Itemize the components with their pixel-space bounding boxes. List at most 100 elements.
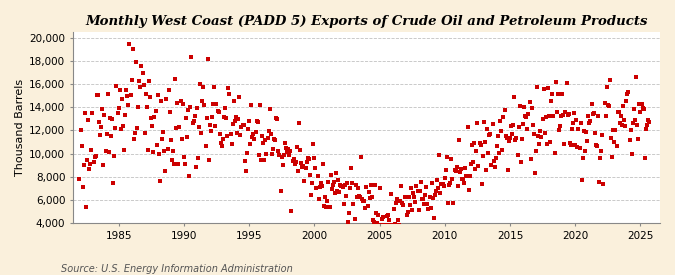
Point <box>133 105 144 109</box>
Point <box>306 181 317 185</box>
Point <box>594 180 605 185</box>
Point <box>94 119 105 124</box>
Point <box>557 92 568 97</box>
Point <box>587 112 598 116</box>
Point <box>272 117 283 122</box>
Point <box>113 106 124 110</box>
Point <box>232 131 242 135</box>
Point <box>298 164 308 168</box>
Point <box>454 170 465 174</box>
Point <box>134 79 144 84</box>
Point <box>140 91 151 96</box>
Point <box>499 108 510 112</box>
Point <box>201 116 212 121</box>
Point <box>609 140 620 144</box>
Point <box>100 148 111 153</box>
Point <box>434 153 445 157</box>
Point <box>125 92 136 97</box>
Point <box>208 102 219 107</box>
Point <box>479 120 489 124</box>
Point <box>536 135 547 139</box>
Point <box>277 163 288 167</box>
Point <box>549 151 560 155</box>
Point <box>486 163 497 167</box>
Point <box>585 119 596 123</box>
Point <box>247 135 258 139</box>
Point <box>543 114 554 118</box>
Point <box>348 202 359 207</box>
Point <box>390 201 401 205</box>
Point <box>119 113 130 117</box>
Point <box>288 156 299 161</box>
Point <box>275 189 286 193</box>
Point <box>504 138 514 143</box>
Point <box>335 183 346 188</box>
Title: Monthly West Coast (PADD 5) Exports of Crude Oil and Petroleum Products: Monthly West Coast (PADD 5) Exports of C… <box>85 15 648 28</box>
Point <box>200 144 211 148</box>
Text: Source: U.S. Energy Information Administration: Source: U.S. Energy Information Administ… <box>61 264 292 274</box>
Point <box>294 121 304 125</box>
Point <box>276 155 287 159</box>
Point <box>114 88 125 92</box>
Point <box>414 189 425 193</box>
Point <box>449 168 460 172</box>
Point <box>406 185 416 190</box>
Point <box>171 126 182 131</box>
Point <box>527 123 538 127</box>
Point <box>136 63 147 68</box>
Point <box>505 136 516 140</box>
Point <box>410 200 421 204</box>
Point <box>259 158 270 162</box>
Point <box>547 92 558 97</box>
Point <box>374 186 385 191</box>
Point <box>169 161 180 166</box>
Point <box>219 115 230 119</box>
Point <box>322 199 333 203</box>
Point <box>618 104 628 108</box>
Point <box>583 114 593 119</box>
Point <box>500 134 511 138</box>
Point <box>192 106 202 110</box>
Point <box>641 123 652 128</box>
Point <box>142 104 153 109</box>
Point <box>360 206 371 210</box>
Point <box>623 90 634 94</box>
Point <box>477 182 487 186</box>
Point <box>539 131 550 135</box>
Point <box>164 109 175 114</box>
Point <box>641 126 651 131</box>
Point <box>74 177 85 181</box>
Point <box>418 202 429 206</box>
Point <box>351 195 362 200</box>
Point <box>109 154 119 158</box>
Point <box>482 127 493 131</box>
Point <box>144 95 155 100</box>
Point <box>381 223 392 228</box>
Point <box>630 75 641 79</box>
Point <box>173 162 184 167</box>
Point <box>373 213 384 217</box>
Point <box>301 160 312 164</box>
Point <box>409 195 420 199</box>
Point <box>153 152 164 156</box>
Point <box>620 124 630 128</box>
Point <box>178 102 188 106</box>
Point <box>279 141 290 145</box>
Point <box>551 110 562 114</box>
Point <box>369 220 379 224</box>
Point <box>338 202 349 207</box>
Point <box>144 79 155 83</box>
Point <box>319 204 329 208</box>
Point <box>117 124 128 129</box>
Point <box>323 180 334 185</box>
Point <box>95 133 105 138</box>
Point <box>413 208 424 213</box>
Point <box>197 98 208 103</box>
Point <box>189 114 200 118</box>
Point <box>561 81 572 85</box>
Point <box>526 106 537 110</box>
Point <box>466 143 477 147</box>
Point <box>76 144 87 148</box>
Point <box>513 125 524 129</box>
Point <box>375 223 386 228</box>
